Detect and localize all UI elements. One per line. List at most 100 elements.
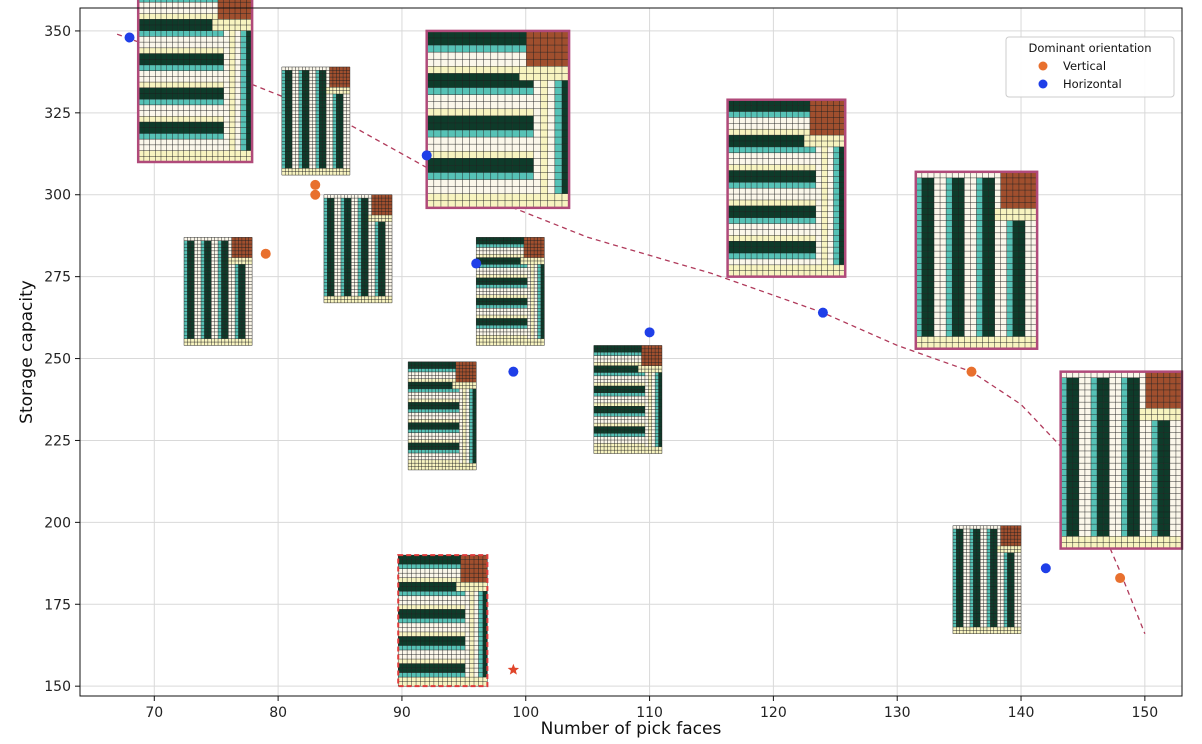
layout-cell [207, 281, 212, 285]
layout-cell [357, 292, 362, 297]
layout-cell [433, 193, 441, 201]
layout-cell [520, 260, 524, 265]
layout-cell [651, 369, 656, 373]
layout-cell [503, 257, 507, 262]
layout-cell [745, 199, 752, 206]
layout-cell [1006, 251, 1013, 258]
layout-cell [332, 107, 337, 111]
layout-cell [597, 352, 601, 356]
layout-cell [1090, 511, 1098, 519]
layout-cell [479, 298, 484, 302]
layout-cell [986, 589, 991, 594]
layout-cell [332, 114, 337, 118]
layout-cell [1066, 469, 1073, 476]
layout-cell [1060, 383, 1067, 391]
layout-cell [952, 545, 957, 550]
layout-cell [195, 25, 201, 31]
layout-cell [503, 284, 507, 289]
layout-cell [431, 378, 436, 383]
layout-cell [462, 361, 467, 366]
layout-cell [952, 330, 959, 337]
layout-cell [610, 389, 615, 393]
layout-cell [627, 345, 632, 349]
layout-cell [201, 328, 205, 332]
layout-cell [418, 405, 422, 410]
layout-cell [448, 365, 453, 369]
layout-cell [408, 422, 412, 427]
layout-cell [240, 7, 247, 14]
layout-cell [339, 141, 344, 145]
layout-cell [821, 170, 828, 177]
layout-cell [322, 87, 327, 91]
layout-cell [138, 47, 144, 54]
layout-cell [745, 141, 752, 147]
layout-cell [973, 579, 977, 584]
layout-cell [821, 217, 828, 224]
layout-cell [1090, 493, 1098, 500]
layout-cell [1004, 603, 1008, 607]
layout-cell [631, 446, 635, 451]
layout-cell [821, 176, 828, 183]
layout-cell [183, 99, 190, 105]
layout-cell [519, 193, 527, 201]
layout-cell [190, 247, 195, 251]
layout-cell [644, 358, 649, 363]
layout-cell [631, 409, 635, 414]
layout-cell [547, 59, 555, 67]
layout-cell [246, 127, 253, 134]
layout-cell [982, 177, 989, 185]
layout-cell [138, 19, 144, 26]
layout-cell [207, 240, 212, 245]
layout-cell [160, 127, 167, 134]
layout-cell [1072, 444, 1079, 452]
layout-cell [1010, 532, 1015, 536]
layout-cell [418, 409, 422, 413]
layout-cell [204, 281, 208, 285]
layout-cell [958, 312, 965, 319]
layout-cell [1010, 562, 1015, 567]
layout-cell [976, 576, 981, 580]
layout-cell [1018, 275, 1026, 282]
layout-cell [323, 204, 328, 209]
layout-cell [472, 371, 477, 376]
layout-cell [1163, 402, 1170, 409]
layout-cell [952, 566, 957, 570]
layout-cell [641, 423, 645, 427]
layout-cell [786, 270, 793, 277]
layout-cell [513, 244, 518, 248]
layout-cell [839, 135, 846, 142]
layout-cell [733, 105, 740, 112]
layout-cell [455, 422, 460, 427]
layout-cell [469, 172, 477, 180]
layout-cell [1103, 524, 1110, 531]
layout-cell [357, 211, 362, 216]
layout-cell [969, 603, 974, 607]
layout-cell [138, 30, 144, 37]
layout-cell [1072, 524, 1079, 531]
layout-cell [604, 413, 608, 417]
layout-cell [561, 108, 570, 116]
layout-cell [184, 247, 188, 251]
layout-cell [440, 200, 449, 208]
layout-cell [442, 368, 446, 373]
layout-cell [976, 529, 981, 533]
layout-cell [344, 221, 348, 226]
layout-cell [500, 335, 504, 339]
layout-cell [523, 315, 528, 319]
layout-cell [658, 369, 663, 373]
layout-cell [207, 277, 212, 282]
layout-cell [229, 13, 236, 20]
layout-cell [976, 275, 983, 282]
layout-cell [160, 47, 167, 54]
layout-cell [1066, 457, 1073, 464]
layout-cell [361, 269, 365, 273]
layout-cell [745, 182, 752, 189]
layout-cell [323, 252, 328, 256]
layout-cell [489, 281, 494, 285]
layout-cell [1127, 377, 1134, 384]
layout-cell [235, 284, 239, 289]
layout-cell [462, 165, 470, 173]
layout-cell [330, 215, 335, 219]
layout-cell [330, 225, 335, 229]
layout-cell [792, 270, 799, 277]
